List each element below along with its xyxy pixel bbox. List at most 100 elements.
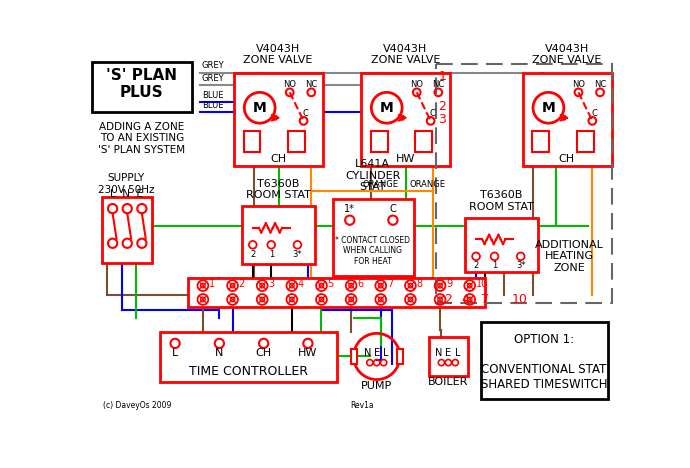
Text: N: N — [435, 348, 443, 358]
Text: 9: 9 — [446, 279, 453, 289]
Text: E: E — [374, 348, 380, 358]
Text: 7: 7 — [387, 279, 393, 289]
Circle shape — [562, 116, 566, 120]
Text: M: M — [380, 101, 393, 115]
Text: TIME CONTROLLER: TIME CONTROLLER — [188, 366, 308, 378]
Bar — [371, 131, 388, 153]
Text: M: M — [253, 101, 266, 115]
Text: 3: 3 — [268, 279, 275, 289]
Circle shape — [273, 116, 277, 120]
Text: NC: NC — [305, 80, 317, 89]
Text: NO: NO — [572, 80, 585, 89]
Text: V4043H
ZONE VALVE: V4043H ZONE VALVE — [244, 44, 313, 66]
Text: 'S' PLAN
PLUS: 'S' PLAN PLUS — [106, 68, 177, 100]
Text: 4: 4 — [298, 279, 304, 289]
Text: C: C — [303, 109, 309, 117]
Text: 2: 2 — [473, 261, 479, 270]
Text: N: N — [364, 348, 371, 358]
Bar — [532, 131, 549, 153]
Text: GREY: GREY — [202, 74, 224, 83]
Text: PUMP: PUMP — [361, 381, 393, 391]
Text: 2: 2 — [444, 293, 452, 306]
Bar — [577, 131, 594, 153]
Text: SUPPLY
230V 50Hz: SUPPLY 230V 50Hz — [98, 173, 155, 195]
Text: L  N  E: L N E — [110, 189, 143, 198]
Bar — [244, 131, 260, 153]
Text: 2: 2 — [239, 279, 245, 289]
Text: NC: NC — [432, 80, 444, 89]
Text: BOILER: BOILER — [428, 377, 469, 387]
Text: 2: 2 — [250, 249, 255, 258]
Bar — [397, 349, 403, 364]
Text: C: C — [430, 109, 436, 117]
Text: 1: 1 — [438, 70, 446, 83]
Text: 10: 10 — [476, 279, 488, 289]
Text: BLUE: BLUE — [202, 91, 224, 100]
Text: HW: HW — [395, 154, 415, 164]
Text: * CONTACT CLOSED
WHEN CALLING
FOR HEAT: * CONTACT CLOSED WHEN CALLING FOR HEAT — [335, 236, 411, 266]
Text: V4043H
ZONE VALVE: V4043H ZONE VALVE — [532, 44, 602, 66]
Bar — [188, 278, 484, 307]
Text: L641A
CYLINDER
STAT: L641A CYLINDER STAT — [345, 159, 401, 192]
Text: 7: 7 — [482, 293, 489, 306]
Circle shape — [244, 92, 275, 123]
Text: NO: NO — [283, 80, 296, 89]
Text: 1*: 1* — [344, 205, 355, 214]
Text: T6360B
ROOM STAT: T6360B ROOM STAT — [246, 179, 310, 200]
Bar — [362, 73, 450, 166]
Text: M: M — [542, 101, 555, 115]
Bar — [351, 349, 357, 364]
Text: GREY: GREY — [202, 61, 224, 70]
Text: 1: 1 — [209, 279, 215, 289]
Bar — [429, 337, 468, 376]
Text: N: N — [215, 348, 224, 358]
Text: ADDING A ZONE
TO AN EXISTING
'S' PLAN SYSTEM: ADDING A ZONE TO AN EXISTING 'S' PLAN SY… — [98, 122, 186, 155]
Bar — [235, 73, 323, 166]
Bar — [523, 73, 611, 166]
Text: 1: 1 — [492, 261, 497, 270]
Text: ORANGE: ORANGE — [410, 180, 446, 189]
Bar — [288, 131, 305, 153]
Text: 6: 6 — [357, 279, 364, 289]
Bar — [159, 332, 337, 382]
Text: OPTION 1:

CONVENTIONAL STAT
SHARED TIMESWITCH: OPTION 1: CONVENTIONAL STAT SHARED TIMES… — [480, 333, 607, 391]
Text: L: L — [172, 348, 178, 358]
Text: C: C — [592, 109, 598, 117]
Circle shape — [400, 116, 404, 120]
Text: 8: 8 — [417, 279, 423, 289]
Text: BLUE: BLUE — [202, 101, 224, 110]
Bar — [481, 322, 608, 399]
Text: L: L — [383, 348, 388, 358]
Circle shape — [371, 92, 402, 123]
Text: 10: 10 — [511, 293, 527, 306]
Text: CH: CH — [559, 154, 575, 164]
Text: 3*: 3* — [516, 261, 526, 270]
Text: 1: 1 — [268, 249, 274, 258]
Bar — [102, 197, 152, 263]
Text: T6360B
ROOM STAT: T6360B ROOM STAT — [469, 190, 534, 212]
Text: HW: HW — [298, 348, 317, 358]
Text: C: C — [390, 205, 396, 214]
Text: L: L — [455, 348, 460, 358]
Text: NC: NC — [594, 80, 606, 89]
Text: ADDITIONAL
HEATING
ZONE: ADDITIONAL HEATING ZONE — [535, 240, 604, 273]
Bar — [92, 62, 192, 112]
Text: NO: NO — [411, 80, 423, 89]
Text: V4043H
ZONE VALVE: V4043H ZONE VALVE — [371, 44, 440, 66]
Text: E: E — [445, 348, 451, 358]
Text: CH: CH — [270, 154, 286, 164]
Text: CH: CH — [255, 348, 272, 358]
Bar — [465, 218, 538, 272]
Text: Rev1a: Rev1a — [350, 402, 373, 410]
Bar — [436, 64, 611, 302]
Text: 3*: 3* — [293, 249, 302, 258]
Text: 3: 3 — [438, 113, 446, 126]
Text: 4: 4 — [462, 293, 469, 306]
Bar — [415, 131, 432, 153]
Circle shape — [533, 92, 564, 123]
Text: 5: 5 — [328, 279, 334, 289]
Text: (c) DaveyOs 2009: (c) DaveyOs 2009 — [104, 402, 172, 410]
Bar — [242, 206, 315, 264]
Bar — [333, 198, 414, 276]
Text: ORANGE: ORANGE — [363, 180, 399, 189]
